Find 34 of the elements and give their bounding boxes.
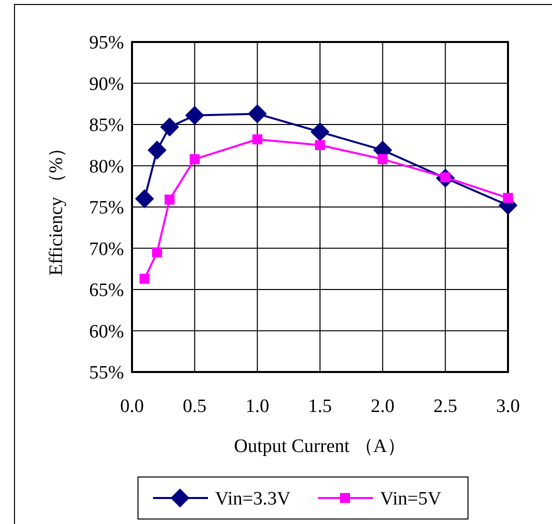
x-tick-label: 0.5 (182, 396, 207, 417)
y-tick-label: 70% (89, 238, 124, 260)
x-tick-label: 0.0 (120, 396, 144, 417)
y-tick-label: 60% (89, 321, 124, 342)
y-tick-label: 65% (89, 280, 124, 302)
point (185, 106, 204, 125)
legend-label: Vin=3.3V (215, 488, 291, 510)
x-tick-label: 1.0 (245, 396, 270, 417)
x-tick-label: 3.0 (496, 396, 520, 417)
point (140, 274, 150, 284)
y-tick-label: 90% (89, 74, 124, 95)
point (315, 140, 325, 150)
point (248, 104, 267, 124)
x-axis-title: Output Current （A） (234, 436, 406, 457)
legend-label: Vin=5V (380, 488, 442, 510)
point (135, 189, 154, 208)
y-axis-title: Efficiency （%） (46, 138, 67, 276)
point (252, 134, 262, 144)
point (148, 140, 167, 160)
point (164, 194, 175, 205)
x-tick-label: 1.5 (308, 396, 332, 417)
x-tick-label: 2.5 (433, 396, 458, 417)
y-tick-label: 80% (89, 156, 124, 178)
y-tick-label: 75% (89, 198, 124, 219)
y-tick-label: 95% (89, 32, 124, 54)
y-tick-label: 55% (89, 362, 124, 384)
x-tick-label: 2.0 (370, 396, 395, 417)
point (152, 247, 162, 258)
point (378, 154, 388, 164)
point (310, 122, 330, 142)
point (160, 117, 180, 136)
y-tick-label: 85% (89, 115, 124, 136)
point (190, 154, 200, 164)
point (503, 192, 513, 203)
